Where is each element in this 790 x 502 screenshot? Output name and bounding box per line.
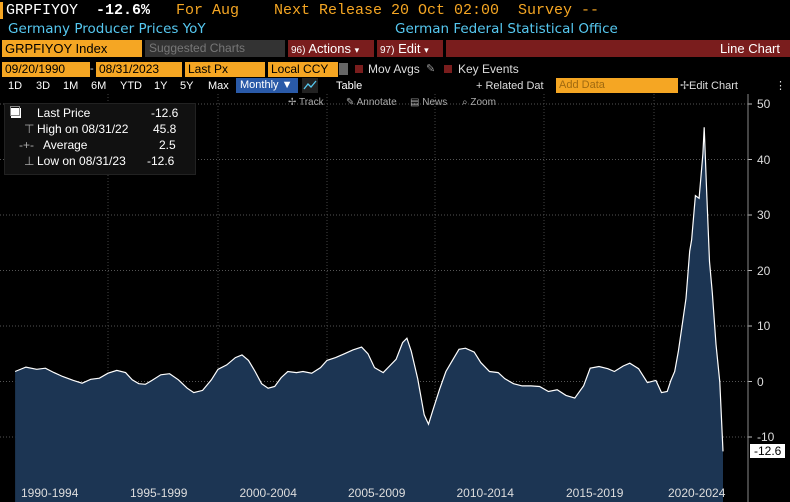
- edit-chart-icon[interactable]: ✢: [680, 80, 690, 92]
- mov-avgs-checkbox[interactable]: [355, 65, 363, 73]
- ticker: GRPFIYOY: [6, 2, 79, 19]
- zoom-tool[interactable]: ⌕ Zoom: [462, 97, 496, 108]
- series-line: [14, 127, 724, 452]
- description-bar: Germany Producer Prices YoY German Feder…: [0, 21, 790, 39]
- period-1d[interactable]: 1D: [8, 80, 23, 92]
- index-label[interactable]: GRPFIYOY Index: [2, 40, 142, 57]
- average-marker-icon: -+-: [19, 138, 34, 152]
- toolbar: GRPFIYOY Index Suggested Charts 96) Acti…: [0, 39, 790, 58]
- end-date-field[interactable]: 08/31/2023: [96, 62, 182, 77]
- legend-expand-toggle[interactable]: [10, 106, 20, 116]
- edit-chart-button[interactable]: Edit Chart: [689, 80, 738, 92]
- x-tick-label: 2005-2009: [348, 486, 406, 500]
- y-tick-label: 50: [757, 97, 771, 111]
- track-tool[interactable]: ✢ Track: [288, 97, 324, 108]
- next-release: Next Release 20 Oct 02:00: [274, 2, 500, 19]
- last-value-marker: -12.6: [750, 444, 786, 459]
- series-area: [15, 127, 723, 502]
- related-data-button[interactable]: + Related Dat: [476, 80, 544, 92]
- add-data-input[interactable]: Add Data: [556, 78, 678, 93]
- legend-last-price: Last Price -12.6: [5, 106, 193, 121]
- period-5y[interactable]: 5Y: [180, 80, 194, 92]
- annotate-tool[interactable]: ✎ Annotate: [346, 97, 397, 108]
- chevron-down-icon: ▾: [354, 45, 360, 55]
- period-bar: 1D 3D 1M 6M YTD 1Y 5Y Max Monthly ▼ Tabl…: [0, 78, 790, 94]
- y-tick-label: 0: [757, 374, 764, 389]
- y-tick-label: 10: [757, 319, 771, 333]
- price-type-select[interactable]: Last Px: [185, 62, 265, 77]
- period-1m[interactable]: 1M: [63, 80, 79, 92]
- date-separator: -: [90, 63, 94, 75]
- source: German Federal Statistical Office: [395, 21, 618, 37]
- chart-style-icon[interactable]: [302, 78, 318, 93]
- chart-plot[interactable]: [0, 94, 790, 502]
- mov-avgs-label: Mov Avgs: [368, 62, 420, 76]
- period-1y[interactable]: 1Y: [154, 80, 168, 92]
- x-tick-label: 2010-2014: [456, 486, 514, 500]
- x-tick-label: 1990-1994: [21, 486, 79, 500]
- title-bar: GRPFIYOY -12.6% For Aug Next Release 20 …: [0, 0, 790, 22]
- period-max[interactable]: Max: [208, 80, 229, 92]
- x-tick-label: 2015-2019: [566, 486, 624, 500]
- axes: [747, 94, 752, 502]
- chart-type[interactable]: Line Chart: [446, 40, 790, 57]
- x-tick-label: 1995-1999: [130, 486, 188, 500]
- y-tick-label: -10: [757, 430, 775, 444]
- y-tick-label: 20: [757, 263, 771, 278]
- for-period: For Aug: [176, 2, 240, 19]
- period-6m[interactable]: 6M: [91, 80, 107, 92]
- description: Germany Producer Prices YoY: [8, 21, 206, 37]
- line-chart-icon: [303, 80, 317, 90]
- pencil-icon[interactable]: ✎: [426, 63, 436, 75]
- y-tick-label: 30: [757, 208, 771, 222]
- y-tick-label: 40: [757, 152, 771, 167]
- currency-dropdown-button[interactable]: [339, 63, 348, 75]
- suggested-charts-button[interactable]: Suggested Charts: [145, 40, 285, 57]
- legend-swatch: [11, 108, 21, 118]
- title-marker: [0, 2, 3, 19]
- survey: Survey --: [518, 2, 600, 19]
- key-events-label: Key Events: [458, 62, 519, 76]
- high-marker-icon: ⊤: [24, 122, 35, 136]
- chevron-down-icon: ▾: [424, 45, 429, 55]
- period-ytd[interactable]: YTD: [120, 80, 142, 92]
- edit-button[interactable]: 97) Edit ▾: [377, 40, 443, 57]
- legend-average: -+- Average 2.5: [19, 138, 176, 152]
- table-button[interactable]: Table: [336, 80, 363, 92]
- actions-button[interactable]: 96) Actions ▾: [288, 40, 374, 57]
- more-options-icon[interactable]: ⋮: [775, 80, 786, 92]
- key-events-checkbox[interactable]: [444, 65, 452, 73]
- legend: Last Price -12.6 ⊤ High on 08/31/22 45.8…: [4, 103, 196, 175]
- legend-high: ⊤ High on 08/31/22 45.8: [24, 122, 177, 136]
- legend-low: ⊥ Low on 08/31/23 -12.6: [24, 154, 175, 168]
- dropdown-triangle-icon: ▼: [281, 79, 293, 91]
- period-3d[interactable]: 3D: [36, 80, 51, 92]
- start-date-field[interactable]: 09/20/1990: [2, 62, 90, 77]
- last-value: -12.6%: [96, 2, 151, 19]
- frequency-select[interactable]: Monthly ▼: [236, 78, 298, 93]
- settings-bar: 09/20/1990 - 08/31/2023 Last Px Local CC…: [0, 61, 790, 78]
- x-tick-label: 2000-2004: [239, 486, 297, 500]
- currency-select[interactable]: Local CCY: [268, 62, 338, 77]
- x-tick-label: 2020-2024: [668, 486, 726, 500]
- low-marker-icon: ⊥: [24, 154, 35, 168]
- news-tool[interactable]: ▤ News: [410, 97, 448, 108]
